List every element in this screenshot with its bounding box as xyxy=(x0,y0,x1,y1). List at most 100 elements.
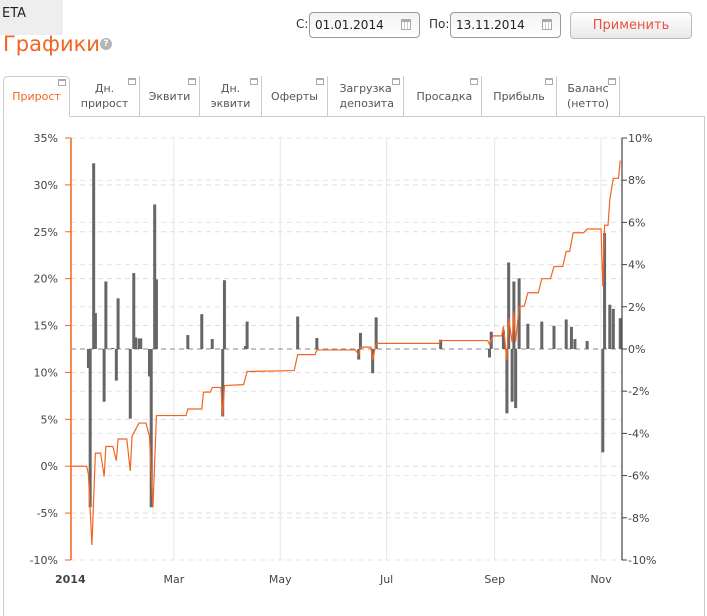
tab-label: Прирост xyxy=(12,90,61,103)
daily-growth-bar xyxy=(139,338,143,349)
y-left-tick-label: 30% xyxy=(34,179,58,192)
daily-growth-bar xyxy=(526,323,530,349)
tab-2[interactable]: Дн. прирост xyxy=(70,76,140,116)
tab-7[interactable]: Просадка xyxy=(404,76,482,116)
y-right-tick-label: 0% xyxy=(628,343,645,356)
daily-growth-bar xyxy=(116,298,120,349)
window-icon[interactable] xyxy=(316,78,324,85)
y-right-tick-label: 4% xyxy=(628,259,645,272)
daily-growth-bar xyxy=(186,335,190,349)
daily-growth-bar xyxy=(210,339,214,349)
daily-growth-bar xyxy=(243,346,247,349)
daily-growth-bar xyxy=(501,330,505,349)
window-icon[interactable] xyxy=(470,78,478,85)
y-left-tick-label: 15% xyxy=(34,320,58,333)
tab-6[interactable]: Загрузка депозита xyxy=(328,76,404,116)
daily-growth-bar xyxy=(514,349,518,409)
calendar-icon[interactable] xyxy=(542,19,552,30)
daily-growth-bar xyxy=(149,349,153,508)
daily-growth-bar xyxy=(358,332,362,349)
daily-growth-bar xyxy=(114,349,118,381)
daily-growth-bar xyxy=(137,338,141,349)
chart-panel xyxy=(3,116,705,616)
tab-8[interactable]: Прибыль xyxy=(482,76,557,116)
from-date-input[interactable]: 01.01.2014 xyxy=(309,12,420,38)
daily-growth-bar xyxy=(128,349,132,419)
daily-growth-bar xyxy=(153,204,157,349)
y-right-tick-label: 2% xyxy=(628,301,645,314)
to-date-input[interactable]: 13.11.2014 xyxy=(450,12,561,38)
from-label: С: xyxy=(296,17,309,31)
daily-growth-bar xyxy=(487,349,491,358)
daily-growth-bar xyxy=(221,349,225,417)
account-label: ETA xyxy=(0,0,63,35)
daily-growth-bar xyxy=(505,349,509,414)
window-icon[interactable] xyxy=(128,78,136,85)
daily-growth-bar xyxy=(102,349,106,402)
daily-growth-bar xyxy=(611,308,615,349)
y-left-tick-label: 10% xyxy=(34,366,58,379)
y-left-tick-label: -5% xyxy=(37,507,58,520)
x-tick-label: Sep xyxy=(484,573,505,586)
tab-label: Дн. эквити xyxy=(210,82,251,110)
window-icon[interactable] xyxy=(608,78,616,85)
question-circle-icon[interactable]: ? xyxy=(100,38,112,50)
tab-label: Дн. прирост xyxy=(80,82,129,110)
y-left-tick-label: -10% xyxy=(30,554,58,567)
daily-growth-bar xyxy=(104,281,108,349)
daily-growth-bar xyxy=(603,232,607,349)
tab-1[interactable]: Прирост xyxy=(3,76,70,117)
to-date-value: 13.11.2014 xyxy=(456,18,525,32)
y-left-tick-label: 35% xyxy=(34,132,58,145)
daily-growth-bar xyxy=(200,314,204,349)
window-icon[interactable] xyxy=(188,78,196,85)
y-right-tick-label: 10% xyxy=(628,132,652,145)
y-right-tick-label: -2% xyxy=(628,385,649,398)
tab-label: Просадка xyxy=(416,89,473,103)
x-tick-label: May xyxy=(269,573,292,586)
daily-growth-bar xyxy=(507,262,511,349)
apply-button[interactable]: Применить xyxy=(570,12,692,39)
daily-growth-bar xyxy=(111,347,115,349)
x-tick-label: Nov xyxy=(590,573,612,586)
daily-growth-bar xyxy=(517,278,521,349)
page-title: Графики xyxy=(3,32,100,56)
y-left-tick-label: 25% xyxy=(34,226,58,239)
daily-growth-bar xyxy=(618,318,622,349)
daily-growth-bar xyxy=(147,349,151,377)
daily-growth-bar xyxy=(88,349,92,508)
daily-growth-bar xyxy=(134,337,138,349)
daily-growth-bar xyxy=(245,321,249,349)
daily-growth-bar xyxy=(510,349,514,402)
calendar-icon[interactable] xyxy=(401,19,411,30)
daily-growth-bar xyxy=(374,317,378,349)
x-tick-label: Mar xyxy=(163,573,184,586)
tab-5[interactable]: Оферты xyxy=(262,76,328,116)
y-right-tick-label: -6% xyxy=(628,470,649,483)
tab-9[interactable]: Баланс (нетто) xyxy=(557,76,620,116)
daily-growth-bar xyxy=(608,304,612,349)
y-right-tick-label: 8% xyxy=(628,174,645,187)
tab-label: Прибыль xyxy=(493,89,545,103)
tab-label: Загрузка депозита xyxy=(339,82,394,110)
daily-growth-bar xyxy=(222,280,226,349)
daily-growth-bar xyxy=(585,340,589,349)
daily-growth-bar xyxy=(86,349,90,368)
tab-label: Баланс (нетто) xyxy=(566,82,610,110)
daily-growth-bar xyxy=(296,316,300,349)
window-icon[interactable] xyxy=(58,79,66,86)
daily-growth-bar xyxy=(564,319,568,349)
daily-growth-bar xyxy=(93,313,97,349)
tab-4[interactable]: Дн. эквити xyxy=(200,76,262,116)
window-icon[interactable] xyxy=(250,78,258,85)
daily-growth-bar xyxy=(371,349,375,374)
window-icon[interactable] xyxy=(545,78,553,85)
tab-3[interactable]: Эквити xyxy=(140,76,200,116)
to-label: По: xyxy=(429,17,450,31)
daily-growth-bar xyxy=(601,349,605,453)
window-icon[interactable] xyxy=(392,78,400,85)
y-left-tick-label: 0% xyxy=(41,460,58,473)
x-tick-label: 2014 xyxy=(55,573,86,586)
y-right-tick-label: -10% xyxy=(628,554,656,567)
